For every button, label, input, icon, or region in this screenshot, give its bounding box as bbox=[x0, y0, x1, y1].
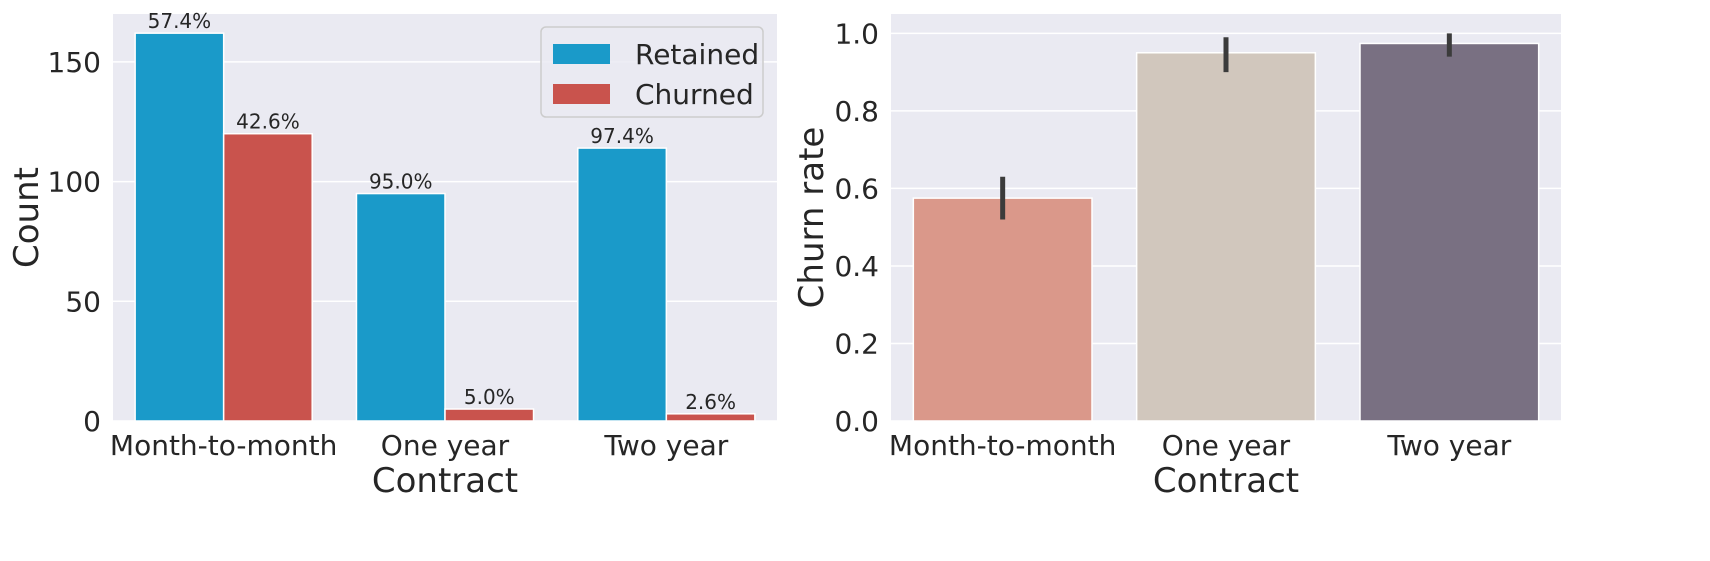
y-tick-label-1: 50 bbox=[65, 285, 101, 318]
legend-label: Retained bbox=[635, 38, 759, 71]
bar-churned bbox=[222, 132, 313, 422]
bar-churn-rate bbox=[912, 197, 1093, 422]
y-tick-label-2: 1.0 bbox=[834, 17, 879, 50]
bar-label: 97.4% bbox=[590, 124, 654, 148]
bar-churned bbox=[665, 413, 756, 422]
y-tick-label-1: 150 bbox=[48, 46, 101, 79]
bar-retained bbox=[134, 32, 225, 422]
x-axis-label-2: Contract bbox=[1153, 461, 1299, 501]
bar-retained bbox=[577, 147, 668, 422]
y-tick-label-2: 0.0 bbox=[834, 405, 879, 438]
bar-label: 5.0% bbox=[464, 385, 515, 409]
bar-churned bbox=[444, 408, 535, 422]
bar-label: 42.6% bbox=[236, 110, 300, 134]
x-tick-label-1: Two year bbox=[603, 429, 728, 462]
y-tick-label-1: 0 bbox=[83, 405, 101, 438]
bar-retained bbox=[355, 192, 446, 422]
bar-label: 2.6% bbox=[685, 390, 736, 414]
x-tick-label-2: One year bbox=[1162, 429, 1291, 462]
x-tick-label-1: Month-to-month bbox=[110, 429, 337, 462]
bar-label: 95.0% bbox=[369, 170, 433, 194]
y-tick-label-1: 100 bbox=[48, 166, 101, 199]
y-axis-label-1: Count bbox=[7, 167, 47, 268]
y-axis-label-2: Churn rate bbox=[792, 127, 832, 309]
y-tick-label-2: 0.8 bbox=[834, 95, 879, 128]
x-tick-label-1: One year bbox=[381, 429, 510, 462]
legend-label: Churned bbox=[635, 78, 754, 111]
bar-label: 57.4% bbox=[148, 9, 212, 33]
x-tick-label-2: Two year bbox=[1386, 429, 1511, 462]
legend-swatch-churned bbox=[553, 84, 610, 104]
legend-swatch-retained bbox=[553, 44, 610, 64]
y-tick-label-2: 0.4 bbox=[834, 250, 879, 283]
y-tick-label-2: 0.2 bbox=[834, 327, 879, 360]
y-tick-label-2: 0.6 bbox=[834, 172, 879, 205]
bar-churn-rate bbox=[1135, 52, 1317, 422]
x-axis-label-1: Contract bbox=[372, 461, 518, 501]
x-tick-label-2: Month-to-month bbox=[889, 429, 1116, 462]
bar-churn-rate bbox=[1359, 42, 1540, 422]
